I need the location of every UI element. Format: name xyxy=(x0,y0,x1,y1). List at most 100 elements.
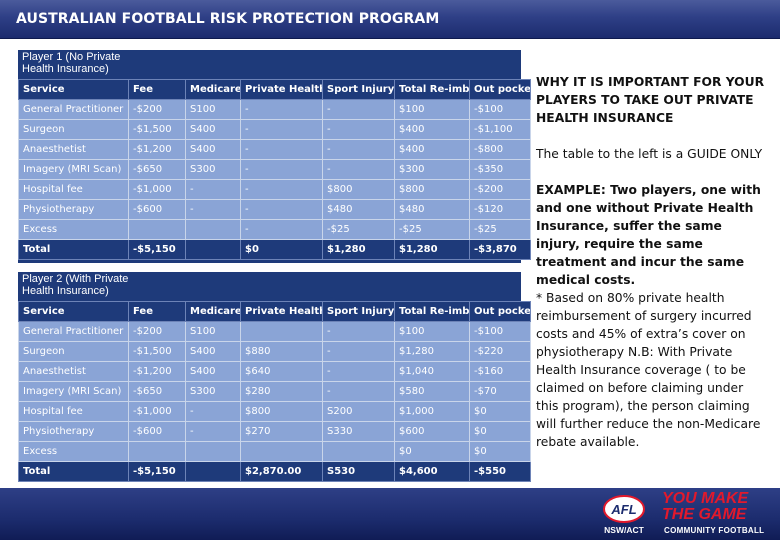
total-cell: $1,280 xyxy=(394,239,470,260)
table-cell: - xyxy=(240,139,323,160)
table-cell: - xyxy=(185,179,241,200)
total-cell xyxy=(185,239,241,260)
total-cell: -$5,150 xyxy=(128,239,186,260)
table-cell: $400 xyxy=(394,139,470,160)
player2-table-panel: Player 2 (With Private Health Insurance)… xyxy=(18,272,531,482)
table-cell: $0 xyxy=(469,401,531,422)
player2-caption: Player 2 (With Private Health Insurance) xyxy=(18,272,521,301)
table-cell: General Practitioner xyxy=(18,99,129,120)
table-cell: -$25 xyxy=(469,219,531,240)
table-cell: Excess xyxy=(18,441,129,462)
col-header-total-reimb: Total Re-imb xyxy=(394,301,470,322)
header-bar: AUSTRALIAN FOOTBALL RISK PROTECTION PROG… xyxy=(0,0,780,39)
afl-logo-subtext: NSW/ACT xyxy=(604,525,644,535)
table-row: Physiotherapy -$600- $270 S330 $600 $0 xyxy=(18,421,531,442)
table-cell: S100 xyxy=(185,99,241,120)
guide-note: The table to the left is a GUIDE ONLY xyxy=(536,147,763,161)
table-cell: -$25 xyxy=(394,219,470,240)
col-header-fee: Fee xyxy=(128,301,186,322)
table-cell: -$800 xyxy=(469,139,531,160)
table-cell xyxy=(128,441,186,462)
table-cell: $880 xyxy=(240,341,323,362)
player1-caption-line1: Player 1 (No Private xyxy=(22,51,121,63)
table-cell xyxy=(185,441,241,462)
table-cell: -$1,200 xyxy=(128,139,186,160)
table-cell: Anaesthetist xyxy=(18,139,129,160)
table-cell xyxy=(240,441,323,462)
why-heading: WHY IT IS IMPORTANT FOR YOUR PLAYERS TO … xyxy=(536,75,765,125)
table-cell: $800 xyxy=(240,401,323,422)
table-row: Imagery (MRI Scan) -$650 S300 $280- $580 -$70 xyxy=(18,381,531,402)
table-cell: -$100 xyxy=(469,99,531,120)
footnote-text: * Based on 80% private health reimbursem… xyxy=(536,291,761,449)
table-cell: $100 xyxy=(394,321,470,342)
player2-caption-line1: Player 2 (With Private xyxy=(22,273,129,285)
col-header-service: Service xyxy=(18,79,129,100)
example-text: EXAMPLE: Two players, one with and one w… xyxy=(536,183,761,287)
total-cell: Total xyxy=(18,239,129,260)
page-title: AUSTRALIAN FOOTBALL RISK PROTECTION PROG… xyxy=(16,11,440,27)
table-cell: - xyxy=(240,179,323,200)
total-cell: -$550 xyxy=(469,461,531,482)
table-cell: $800 xyxy=(394,179,470,200)
table-cell: - xyxy=(322,361,395,382)
table-cell: S400 xyxy=(185,361,241,382)
table-row: Excess $0 $0 xyxy=(18,441,531,462)
slogan-line2: THE GAME xyxy=(662,506,747,523)
table-header-row: Service Fee Medicare Private Health Spor… xyxy=(18,79,531,100)
table-row: General Practitioner -$200 S100- $100 -$100 xyxy=(18,321,531,342)
table-cell: $1,000 xyxy=(394,401,470,422)
player1-table-panel: Player 1 (No Private Health Insurance) S… xyxy=(18,50,531,263)
table-cell: - xyxy=(185,401,241,422)
table-row: Surgeon -$1,500 S400- - $400 -$1,100 xyxy=(18,119,531,140)
col-header-sport-injury: Sport Injury xyxy=(322,301,395,322)
total-cell: Total xyxy=(18,461,129,482)
table-row: Physiotherapy -$600- - $480 $480 -$120 xyxy=(18,199,531,220)
table-cell: - xyxy=(240,219,323,240)
table-cell: Physiotherapy xyxy=(18,199,129,220)
table-row: Excess - -$25 -$25 -$25 xyxy=(18,219,531,240)
table-cell: - xyxy=(322,139,395,160)
table-cell: - xyxy=(240,199,323,220)
col-header-private-health: Private Health xyxy=(240,79,323,100)
table-row: General Practitioner -$200 S100- - $100 -$100 xyxy=(18,99,531,120)
table-cell: -$1,200 xyxy=(128,361,186,382)
afl-logo: AFL NSW/ACT xyxy=(603,495,645,535)
col-header-out-pocket: Out pocket xyxy=(469,301,531,322)
table-cell: General Practitioner xyxy=(18,321,129,342)
table-cell: $1,040 xyxy=(394,361,470,382)
table-cell: $270 xyxy=(240,421,323,442)
col-header-total-reimb: Total Re-imb xyxy=(394,79,470,100)
table-cell: -$650 xyxy=(128,381,186,402)
table-cell: -$1,500 xyxy=(128,341,186,362)
table-cell: - xyxy=(322,381,395,402)
total-cell: -$3,870 xyxy=(469,239,531,260)
total-cell: -$5,150 xyxy=(128,461,186,482)
table-total-row: Total -$5,150 $2,870.00 S530 $4,600 -$550 xyxy=(18,461,531,482)
table-row: Imagery (MRI Scan) -$650 S300- - $300 -$350 xyxy=(18,159,531,180)
table-cell: Surgeon xyxy=(18,341,129,362)
table-cell: $480 xyxy=(322,199,395,220)
slogan-line1: YOU MAKE xyxy=(662,490,749,507)
table-cell: S100 xyxy=(185,321,241,342)
table-cell: $280 xyxy=(240,381,323,402)
table-cell xyxy=(185,219,241,240)
total-cell: $4,600 xyxy=(394,461,470,482)
table-cell: $0 xyxy=(469,421,531,442)
table-cell: S400 xyxy=(185,139,241,160)
table-cell: - xyxy=(322,159,395,180)
table-cell: -$650 xyxy=(128,159,186,180)
col-header-service: Service xyxy=(18,301,129,322)
total-cell xyxy=(185,461,241,482)
table-cell: - xyxy=(240,119,323,140)
table-row: Anaesthetist -$1,200 S400- - $400 -$800 xyxy=(18,139,531,160)
table-cell: -$220 xyxy=(469,341,531,362)
table-header-row: Service Fee Medicare Private Health Spor… xyxy=(18,301,531,322)
table-row: Anaesthetist -$1,200 S400 $640- $1,040 -$160 xyxy=(18,361,531,382)
table-cell: $0 xyxy=(394,441,470,462)
afl-logo-text: AFL xyxy=(610,502,636,517)
col-header-out-pocket: Out pocket xyxy=(469,79,531,100)
slogan: YOU MAKE THE GAME xyxy=(662,491,748,523)
total-cell: $1,280 xyxy=(322,239,395,260)
footer-bar xyxy=(0,488,780,540)
